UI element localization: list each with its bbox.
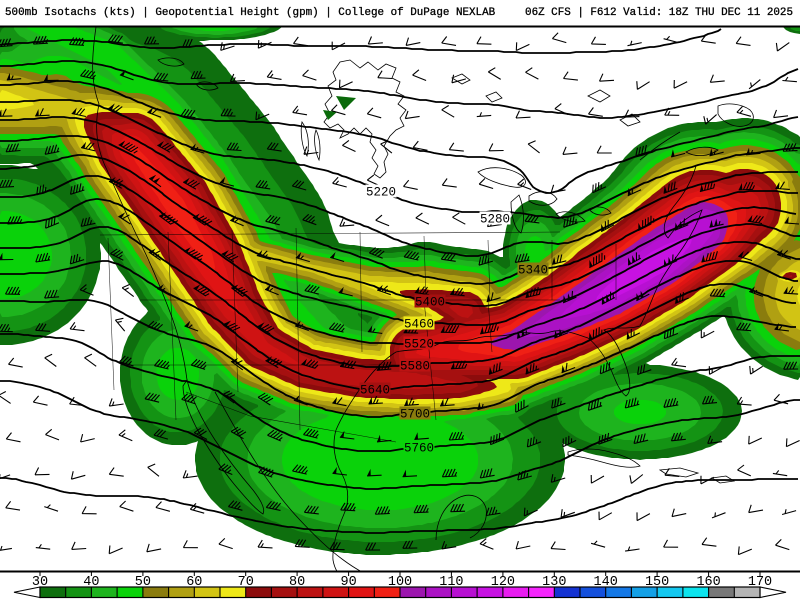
svg-text:130: 130	[542, 575, 566, 590]
svg-text:5460: 5460	[404, 318, 434, 332]
svg-text:60: 60	[186, 575, 202, 590]
svg-text:120: 120	[491, 575, 515, 590]
svg-text:110: 110	[439, 575, 463, 590]
svg-text:5580: 5580	[400, 360, 430, 374]
svg-text:5280: 5280	[480, 213, 510, 227]
svg-text:50: 50	[135, 575, 151, 590]
svg-text:170: 170	[748, 575, 772, 590]
svg-text:5760: 5760	[404, 442, 434, 456]
svg-text:100: 100	[388, 575, 412, 590]
svg-text:30: 30	[32, 575, 48, 590]
svg-text:5340: 5340	[518, 264, 548, 278]
svg-text:5640: 5640	[360, 384, 390, 398]
svg-text:150: 150	[645, 575, 669, 590]
svg-text:5700: 5700	[400, 408, 430, 422]
svg-text:80: 80	[289, 575, 305, 590]
svg-text:90: 90	[340, 575, 356, 590]
svg-text:5400: 5400	[415, 296, 445, 310]
svg-text:140: 140	[594, 575, 618, 590]
svg-text:160: 160	[696, 575, 720, 590]
svg-text:70: 70	[238, 575, 254, 590]
svg-text:5520: 5520	[404, 338, 434, 352]
svg-text:40: 40	[83, 575, 99, 590]
svg-text:5220: 5220	[366, 186, 396, 200]
